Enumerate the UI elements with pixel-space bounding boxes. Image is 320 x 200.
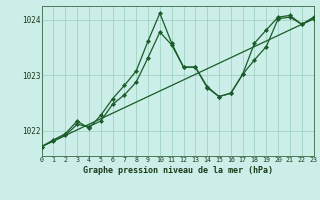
X-axis label: Graphe pression niveau de la mer (hPa): Graphe pression niveau de la mer (hPa): [83, 166, 273, 175]
